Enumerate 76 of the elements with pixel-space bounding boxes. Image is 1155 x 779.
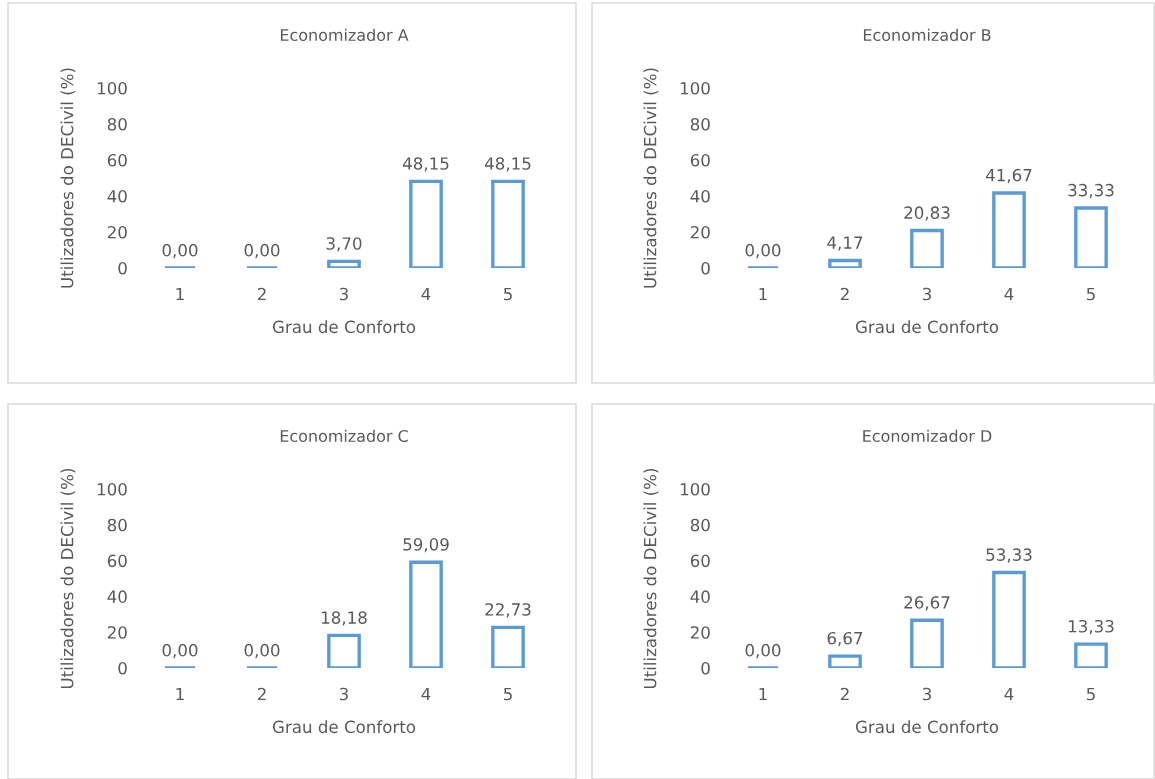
y-tick-label: 0 xyxy=(118,661,127,675)
data-label: 0,00 xyxy=(244,643,280,659)
x-tick-label: 4 xyxy=(1004,687,1014,701)
data-label: 48,15 xyxy=(484,157,531,172)
y-tick-label: 20 xyxy=(690,626,710,639)
data-label: 6,67 xyxy=(827,631,863,647)
y-tick-label: 100 xyxy=(97,81,127,95)
data-label: 48,15 xyxy=(402,157,449,172)
x-tick-label: 2 xyxy=(840,287,849,301)
y-tick-label: 60 xyxy=(107,554,127,568)
x-tick-label: 3 xyxy=(339,687,348,701)
x-tick-label: 2 xyxy=(840,687,849,701)
y-tick-label: 40 xyxy=(107,189,127,203)
x-tick-label: 3 xyxy=(922,687,931,701)
chart-title: Economizador B xyxy=(863,28,991,41)
y-tick-label: 40 xyxy=(690,590,710,603)
data-label: 20,83 xyxy=(904,206,950,221)
x-tick-label: 1 xyxy=(759,687,767,701)
data-label: 0,00 xyxy=(162,643,198,659)
x-tick-label: 4 xyxy=(421,287,431,301)
y-tick-label: 100 xyxy=(680,81,710,95)
y-tick-label: 20 xyxy=(107,626,127,639)
x-tick-label: 3 xyxy=(922,287,931,301)
data-label: 0,00 xyxy=(745,643,781,659)
data-label: 53,33 xyxy=(986,548,1032,563)
x-tick-label: 5 xyxy=(503,287,512,301)
x-tick-label: 3 xyxy=(339,287,348,301)
y-tick-label: 20 xyxy=(690,225,710,239)
y-tick-label: 80 xyxy=(107,117,127,131)
x-tick-label: 2 xyxy=(257,687,266,701)
data-label: 22,73 xyxy=(485,603,531,618)
y-axis-title: Utilizadores do DECivil (%) xyxy=(643,468,659,689)
data-label: 13,33 xyxy=(1068,619,1114,635)
data-label: 18,18 xyxy=(321,611,367,626)
y-tick-label: 40 xyxy=(690,189,710,203)
y-tick-label: 60 xyxy=(690,153,710,167)
data-label: 33,33 xyxy=(1068,183,1114,199)
y-tick-label: 0 xyxy=(701,261,710,275)
y-tick-label: 60 xyxy=(690,554,710,568)
x-axis-title: Grau de Conforto xyxy=(855,320,999,334)
y-tick-label: 40 xyxy=(107,590,127,603)
data-label: 59,09 xyxy=(403,538,449,553)
y-tick-label: 20 xyxy=(107,225,127,239)
x-tick-label: 1 xyxy=(759,287,767,301)
x-tick-label: 5 xyxy=(1086,287,1095,301)
x-tick-label: 2 xyxy=(257,287,266,301)
x-tick-label: 4 xyxy=(421,687,431,701)
x-tick-label: 5 xyxy=(503,687,512,701)
y-tick-label: 80 xyxy=(107,518,127,532)
x-tick-label: 4 xyxy=(1004,287,1014,301)
chart-title: Economizador C xyxy=(280,429,408,442)
x-axis-title: Grau de Conforto xyxy=(855,720,999,734)
y-tick-label: 0 xyxy=(118,261,127,275)
data-label: 26,67 xyxy=(904,596,950,611)
y-axis-title: Utilizadores do DECivil (%) xyxy=(60,468,76,689)
data-label: 0,00 xyxy=(745,243,781,259)
y-tick-label: 80 xyxy=(690,117,710,131)
x-axis-title: Grau de Conforto xyxy=(272,320,416,334)
data-label: 3,70 xyxy=(326,237,362,252)
y-axis-title: Utilizadores do DECivil (%) xyxy=(60,68,76,288)
y-tick-label: 0 xyxy=(701,661,710,675)
x-tick-label: 1 xyxy=(176,287,184,301)
x-tick-label: 5 xyxy=(1086,687,1095,701)
data-label: 0,00 xyxy=(162,243,198,259)
y-tick-label: 100 xyxy=(97,482,127,496)
data-label: 0,00 xyxy=(244,243,280,259)
x-axis-title: Grau de Conforto xyxy=(272,720,416,734)
y-axis-title: Utilizadores do DECivil (%) xyxy=(643,68,659,288)
data-label: 41,67 xyxy=(985,168,1032,184)
y-tick-label: 60 xyxy=(107,153,127,167)
x-tick-label: 1 xyxy=(176,687,184,701)
chart-title: Economizador A xyxy=(280,28,409,41)
chart-title: Economizador D xyxy=(863,429,992,442)
data-label: 4,17 xyxy=(827,236,863,251)
y-tick-label: 80 xyxy=(690,518,710,532)
y-tick-label: 100 xyxy=(680,482,710,496)
